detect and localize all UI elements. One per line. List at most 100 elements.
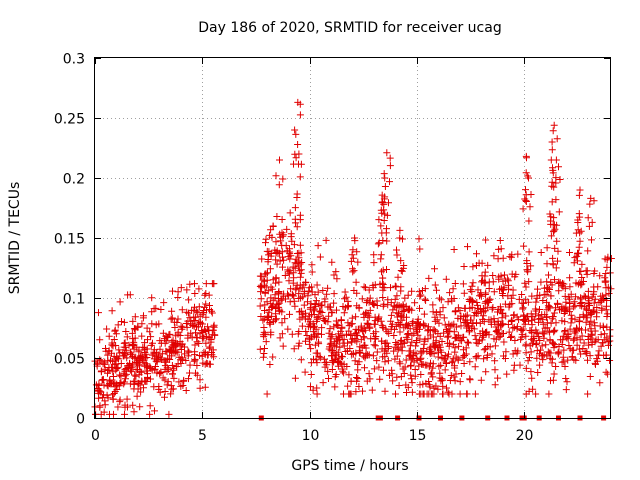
data-point <box>116 371 124 379</box>
data-point <box>603 263 611 271</box>
data-point <box>380 217 388 224</box>
data-point <box>452 333 460 341</box>
data-point <box>409 318 417 326</box>
data-point <box>331 383 339 391</box>
data-point <box>529 313 537 321</box>
data-point <box>450 246 458 253</box>
data-point <box>266 361 274 368</box>
data-point <box>552 156 560 164</box>
data-point <box>347 350 355 358</box>
data-point <box>478 272 486 280</box>
data-point <box>407 375 415 383</box>
data-point <box>269 223 277 230</box>
data-point <box>411 366 419 373</box>
data-point <box>606 337 614 345</box>
data-point <box>106 380 113 388</box>
data-point <box>203 306 210 314</box>
data-point <box>386 371 393 379</box>
data-point <box>533 354 541 362</box>
data-point <box>461 304 469 312</box>
data-point <box>575 191 583 199</box>
data-point <box>555 208 563 216</box>
data-point <box>419 321 427 329</box>
data-point <box>156 345 164 353</box>
data-point <box>308 261 316 269</box>
data-point <box>523 154 530 162</box>
x-tick-label: 5 <box>198 428 207 444</box>
data-point <box>522 340 530 348</box>
data-point <box>401 363 409 371</box>
data-point <box>286 298 294 306</box>
data-point <box>549 228 557 236</box>
data-point <box>573 341 581 349</box>
data-point <box>499 254 507 262</box>
data-point <box>554 300 562 308</box>
data-point <box>170 364 178 372</box>
data-point <box>118 318 125 325</box>
data-point <box>554 349 562 357</box>
data-point <box>545 349 553 357</box>
data-point <box>205 344 213 352</box>
data-point <box>133 392 141 400</box>
data-point <box>576 229 584 237</box>
data-point <box>153 358 161 366</box>
data-point <box>366 294 374 302</box>
data-point <box>429 308 437 316</box>
data-point <box>432 382 440 390</box>
data-point <box>378 268 385 276</box>
data-point <box>365 323 373 331</box>
data-point <box>560 310 568 317</box>
data-point <box>550 309 558 317</box>
data-point <box>446 322 454 330</box>
data-point <box>370 251 378 259</box>
data-point <box>311 341 319 349</box>
data-point <box>528 292 536 300</box>
data-point <box>156 370 164 378</box>
data-point <box>321 317 329 325</box>
data-point <box>516 361 524 369</box>
data-point <box>301 368 309 376</box>
data-point <box>368 386 376 394</box>
data-point <box>583 348 591 356</box>
data-point <box>314 242 322 250</box>
data-point <box>120 339 128 347</box>
data-point <box>437 361 445 369</box>
data-point <box>540 334 548 342</box>
data-point <box>210 321 218 329</box>
data-point <box>261 277 268 285</box>
data-point <box>256 345 264 353</box>
data-point <box>333 275 341 283</box>
data-point <box>284 266 292 274</box>
data-point <box>128 368 136 376</box>
data-point <box>386 178 393 186</box>
data-point <box>463 338 471 346</box>
data-point <box>325 312 333 320</box>
data-point <box>435 341 443 349</box>
data-point <box>504 275 512 283</box>
data-point <box>326 325 334 333</box>
data-point <box>490 335 498 343</box>
data-point <box>270 317 278 325</box>
data-point <box>479 312 487 320</box>
data-point <box>582 305 590 313</box>
data-point <box>379 237 387 244</box>
data-point <box>308 288 316 296</box>
y-axis-title: SRMTID / TECUs <box>7 182 23 295</box>
data-point <box>532 307 540 315</box>
data-point <box>334 322 342 329</box>
data-point <box>370 301 378 309</box>
data-point <box>529 385 537 393</box>
data-point <box>284 325 292 333</box>
data-point <box>117 360 125 367</box>
data-point <box>297 294 305 302</box>
data-point <box>130 345 138 353</box>
data-point <box>341 288 349 296</box>
data-point <box>116 398 124 406</box>
data-point <box>419 390 427 398</box>
data-point <box>537 249 545 256</box>
data-point <box>290 160 297 168</box>
data-point <box>437 377 445 385</box>
data-point <box>315 340 323 348</box>
data-point <box>177 322 185 330</box>
data-point <box>508 316 516 324</box>
